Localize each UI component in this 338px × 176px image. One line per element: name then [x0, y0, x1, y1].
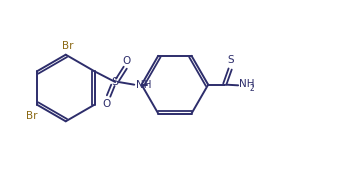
Text: NH: NH: [136, 80, 151, 90]
Text: O: O: [123, 56, 131, 66]
Text: Br: Br: [62, 41, 73, 51]
Text: Br: Br: [26, 111, 38, 121]
Text: 2: 2: [249, 84, 254, 93]
Text: S: S: [227, 55, 234, 65]
Text: S: S: [112, 77, 119, 87]
Text: NH: NH: [239, 79, 255, 89]
Text: O: O: [103, 99, 111, 109]
